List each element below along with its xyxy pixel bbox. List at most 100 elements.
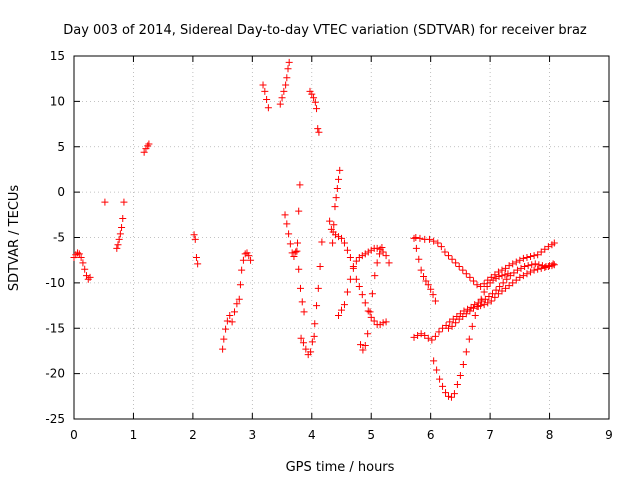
data-point — [502, 264, 510, 272]
data-point — [220, 335, 228, 343]
data-point — [308, 338, 316, 346]
data-point — [340, 239, 348, 247]
data-point — [509, 260, 517, 268]
data-point — [382, 252, 390, 260]
data-point — [82, 272, 90, 280]
data-point — [346, 253, 354, 261]
data-point — [352, 275, 360, 283]
data-point — [434, 239, 442, 247]
series-s12 — [306, 87, 323, 136]
series-s13 — [311, 238, 326, 328]
data-point — [523, 253, 531, 261]
data-point — [333, 184, 341, 192]
data-point — [524, 262, 532, 270]
data-point — [366, 308, 374, 316]
chart-title: Day 003 of 2014, Sidereal Day-to-day VTE… — [63, 23, 587, 38]
data-point — [79, 259, 87, 267]
data-point — [485, 292, 493, 300]
data-point — [343, 288, 351, 296]
data-point — [509, 279, 517, 287]
data-point — [236, 281, 244, 289]
data-point — [290, 253, 298, 261]
data-point — [425, 235, 433, 243]
data-point — [379, 319, 387, 327]
data-point — [297, 334, 305, 342]
data-point — [410, 333, 418, 341]
data-point — [519, 254, 527, 262]
series-s09 — [281, 181, 304, 261]
data-point — [292, 248, 300, 256]
data-point — [294, 239, 302, 247]
data-point — [483, 283, 491, 291]
data-point — [226, 312, 234, 320]
series-s10 — [293, 247, 308, 316]
data-point — [544, 243, 552, 251]
data-point — [118, 224, 126, 232]
data-point — [192, 253, 200, 261]
series-s20 — [412, 234, 558, 291]
data-point — [494, 290, 502, 298]
data-point — [437, 243, 445, 251]
data-point — [436, 375, 444, 383]
x-tick-label: 0 — [70, 428, 78, 442]
data-point — [239, 256, 247, 264]
data-point — [355, 253, 363, 261]
data-point — [288, 249, 296, 257]
data-point — [505, 282, 513, 290]
data-point — [326, 217, 334, 225]
data-point — [499, 279, 507, 287]
data-point — [541, 263, 549, 271]
grid-lines — [74, 56, 609, 419]
data-point — [427, 285, 435, 293]
series-s02 — [101, 198, 109, 206]
data-point — [286, 240, 294, 248]
data-point — [335, 175, 343, 183]
data-point — [361, 341, 369, 349]
data-point — [74, 249, 82, 257]
data-point — [501, 271, 509, 279]
data-point — [335, 312, 343, 320]
data-point — [480, 301, 488, 309]
data-point — [430, 237, 438, 245]
data-point — [358, 252, 366, 260]
y-tick-label: 15 — [50, 49, 65, 63]
data-point — [318, 238, 326, 246]
data-point — [519, 272, 527, 280]
data-point — [428, 336, 436, 344]
data-point — [469, 277, 477, 285]
data-point — [259, 81, 267, 89]
data-point — [491, 271, 499, 279]
data-point — [281, 211, 289, 219]
data-point — [373, 259, 381, 267]
data-point — [367, 313, 375, 321]
data-point — [310, 94, 318, 102]
data-point — [417, 330, 425, 338]
data-point — [550, 239, 558, 247]
data-point — [439, 324, 447, 332]
y-tick-label: -10 — [45, 276, 65, 290]
data-point — [442, 389, 450, 397]
y-tick-label: 0 — [57, 185, 65, 199]
data-point — [302, 345, 310, 353]
data-point — [299, 339, 307, 347]
data-point — [512, 258, 520, 266]
data-point — [231, 308, 238, 316]
data-point — [412, 234, 420, 241]
data-point — [385, 259, 393, 267]
data-point — [412, 244, 420, 252]
data-point — [489, 276, 497, 284]
y-axis-label: SDTVAR / TECUs — [7, 185, 22, 292]
data-point — [310, 332, 318, 340]
data-point — [430, 357, 438, 365]
data-point — [329, 239, 337, 247]
data-point — [415, 255, 423, 263]
data-point — [336, 166, 344, 174]
data-point — [264, 104, 272, 112]
data-point — [313, 105, 321, 113]
data-point — [296, 284, 304, 292]
data-point — [346, 275, 354, 283]
data-point — [498, 287, 506, 295]
data-point — [278, 94, 286, 102]
x-tick-label: 2 — [189, 428, 197, 442]
